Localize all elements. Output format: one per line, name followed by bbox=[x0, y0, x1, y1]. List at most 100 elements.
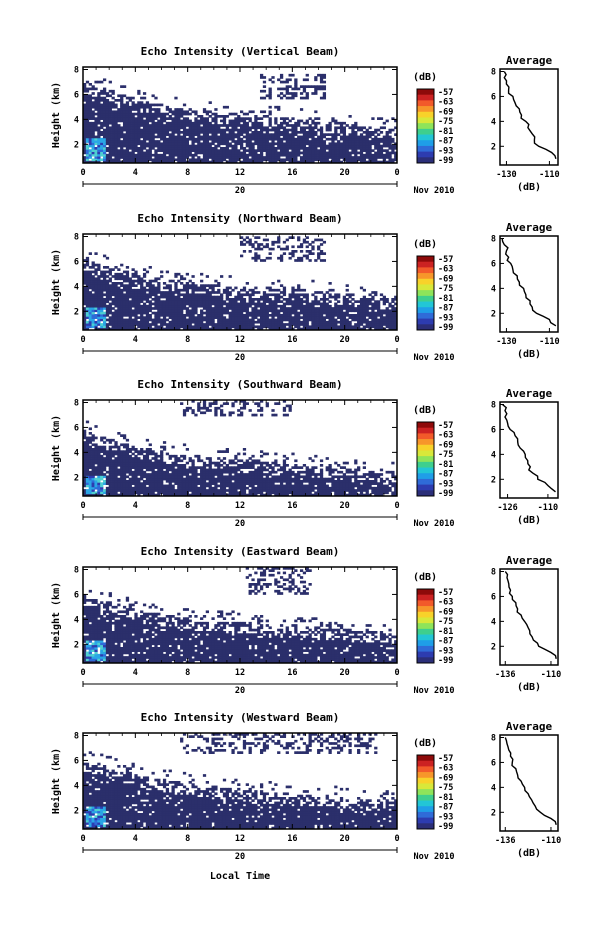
average-y-tick-label: 6 bbox=[491, 592, 496, 602]
x-tick-label: 20 bbox=[340, 501, 350, 511]
panel-4: Echo Intensity (Eastward Beam) Height (km… bbox=[50, 545, 561, 696]
colorbar-swatch bbox=[417, 278, 434, 285]
colorbar-swatch bbox=[417, 594, 434, 601]
colorbar-swatch bbox=[417, 755, 434, 762]
y-tick-label: 8 bbox=[74, 65, 79, 75]
heatmap-cells bbox=[83, 733, 398, 830]
colorbar-swatch bbox=[417, 611, 434, 618]
colorbar: (dB)-57-63-69-75-81-87-93-99 bbox=[413, 572, 453, 666]
x-tick-label: 12 bbox=[235, 501, 245, 511]
y-ticks: 2 4 6 8 bbox=[74, 731, 397, 816]
average-frame bbox=[499, 401, 559, 499]
colorbar-tick-label: -93 bbox=[438, 146, 453, 156]
y-tick-label: 6 bbox=[74, 423, 79, 433]
colorbar-swatch bbox=[417, 427, 434, 434]
date-label: Nov 2010 bbox=[414, 186, 455, 196]
average-y-tick-label: 2 bbox=[491, 475, 496, 485]
panel-title: Echo Intensity (Northward Beam) bbox=[137, 212, 342, 225]
colorbar-tick-label: -75 bbox=[438, 450, 453, 460]
colorbar: (dB)-57-63-69-75-81-87-93-99 bbox=[413, 405, 453, 499]
x-tick-label: 4 bbox=[133, 668, 138, 678]
x-tick-label: 20 bbox=[340, 335, 350, 345]
x-tick-label: 16 bbox=[287, 668, 297, 678]
colorbar-tick-label: -87 bbox=[438, 470, 453, 480]
colorbar-swatch bbox=[417, 628, 434, 635]
colorbar-swatch bbox=[417, 284, 434, 291]
colorbar-swatch bbox=[417, 307, 434, 314]
colorbar-tick-label: -69 bbox=[438, 773, 453, 783]
colorbar-swatch bbox=[417, 766, 434, 773]
x-ticks: 0 4 8 12 16 20 0 bbox=[80, 234, 400, 345]
x-tick-label: 20 bbox=[340, 668, 350, 678]
colorbar-tick-label: -93 bbox=[438, 479, 453, 489]
panel-title: Echo Intensity (Vertical Beam) bbox=[141, 45, 340, 58]
colorbar-swatch bbox=[417, 267, 434, 274]
colorbar-frame bbox=[416, 421, 435, 497]
colorbar-tick-label: -87 bbox=[438, 637, 453, 647]
colorbar-swatch bbox=[417, 318, 434, 325]
colorbar-swatch bbox=[417, 324, 434, 331]
average-y-tick-label: 8 bbox=[491, 567, 496, 577]
x-tick-label: 8 bbox=[185, 501, 190, 511]
average-x-tick-label: -110 bbox=[539, 337, 559, 347]
x-tick-label: 8 bbox=[185, 335, 190, 345]
average-y-tick-label: 4 bbox=[491, 117, 496, 127]
colorbar: (dB)-57-63-69-75-81-87-93-99 bbox=[413, 72, 453, 166]
colorbar: (dB)-57-63-69-75-81-87-93-99 bbox=[413, 239, 453, 333]
x-ticks: 0 4 8 12 16 20 0 bbox=[80, 567, 400, 678]
colorbar-swatch bbox=[417, 640, 434, 647]
average-profile-line bbox=[503, 71, 557, 160]
colorbar-frame bbox=[416, 754, 435, 830]
y-tick-label: 8 bbox=[74, 232, 79, 242]
colorbar-swatch bbox=[417, 422, 434, 429]
average-y-tick-label: 6 bbox=[491, 425, 496, 435]
heatmap-cells bbox=[83, 236, 398, 331]
x-tick-label: 0 bbox=[80, 668, 85, 678]
panel-title: Echo Intensity (Eastward Beam) bbox=[141, 545, 340, 558]
colorbar-swatch bbox=[417, 617, 434, 624]
average-y-tick-label: 2 bbox=[491, 642, 496, 652]
colorbar: (dB)-57-63-69-75-81-87-93-99 bbox=[413, 738, 453, 832]
average-title: Average bbox=[506, 54, 553, 67]
colorbar-swatch bbox=[417, 312, 434, 320]
colorbar-tick-label: -63 bbox=[438, 598, 453, 608]
average-x-label: (dB) bbox=[517, 682, 541, 693]
average-x-tick-label: -130 bbox=[496, 170, 516, 180]
colorbar-swatch bbox=[417, 444, 434, 451]
x-tick-label: 4 bbox=[133, 501, 138, 511]
x-ticks: 0 4 8 12 16 20 0 bbox=[80, 400, 400, 511]
average-panel: Average 2 4 6 8 -136 -110(dB) bbox=[491, 720, 561, 859]
day-label: 20 bbox=[235, 519, 245, 529]
y-tick-label: 4 bbox=[74, 448, 79, 458]
colorbar-swatch bbox=[417, 461, 434, 468]
average-y-tick-label: 8 bbox=[491, 67, 496, 77]
colorbar-swatch bbox=[417, 290, 434, 297]
x-tick-label: 0 bbox=[80, 834, 85, 844]
y-tick-label: 2 bbox=[74, 640, 79, 650]
colorbar-swatch bbox=[417, 823, 434, 830]
x-tick-label: 8 bbox=[185, 668, 190, 678]
x-tick-label: 12 bbox=[235, 834, 245, 844]
average-title: Average bbox=[506, 720, 553, 733]
colorbar-swatch bbox=[417, 651, 434, 658]
y-tick-label: 2 bbox=[74, 473, 79, 483]
colorbar-tick-label: -69 bbox=[438, 607, 453, 617]
day-axis: 20 Nov 2010 bbox=[82, 181, 455, 196]
colorbar-tick-label: -81 bbox=[438, 627, 453, 637]
y-ticks: 2 4 6 8 bbox=[74, 565, 397, 650]
colorbar-tick-label: -93 bbox=[438, 812, 453, 822]
x-tick-label: 0 bbox=[80, 335, 85, 345]
average-y-tick-label: 2 bbox=[491, 309, 496, 319]
colorbar-swatch bbox=[417, 623, 434, 630]
colorbar-tick-label: -87 bbox=[438, 137, 453, 147]
y-tick-label: 8 bbox=[74, 565, 79, 575]
colorbar-frame bbox=[416, 88, 435, 164]
average-x-tick-label: -136 bbox=[495, 670, 515, 680]
y-ticks: 2 4 6 8 bbox=[74, 232, 397, 317]
y-tick-label: 6 bbox=[74, 257, 79, 267]
colorbar-tick-label: -99 bbox=[438, 156, 453, 166]
x-tick-label: 0 bbox=[394, 335, 399, 345]
average-x-label: (dB) bbox=[517, 515, 541, 526]
colorbar-tick-label: -99 bbox=[438, 323, 453, 333]
